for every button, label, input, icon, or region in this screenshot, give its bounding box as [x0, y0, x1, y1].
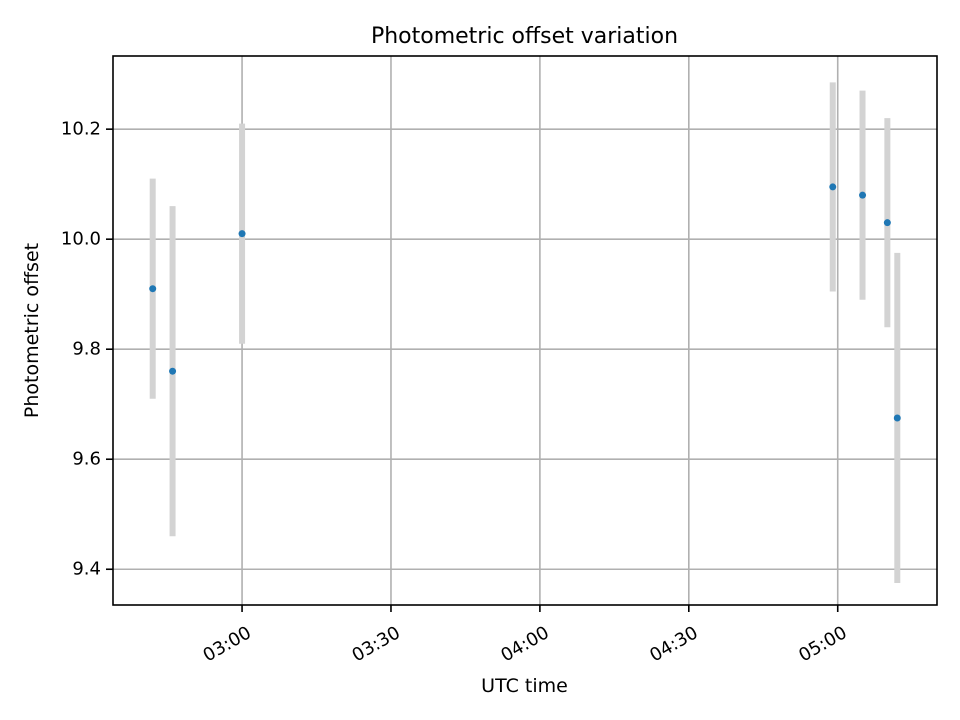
- x-tick-label: 03:30: [348, 622, 403, 666]
- data-point: [829, 183, 837, 191]
- data-points: [149, 183, 901, 422]
- chart-title: Photometric offset variation: [371, 24, 678, 49]
- y-axis-label: Photometric offset: [21, 243, 43, 418]
- x-axis-label: UTC time: [481, 675, 568, 697]
- data-point: [893, 414, 901, 422]
- error-bars: [149, 82, 901, 583]
- x-tick-label: 04:30: [646, 622, 701, 666]
- x-tick-label: 03:00: [200, 622, 255, 666]
- axis-ticks: 03:00 03:30 04:00 04:30 05:00 9.4 9.6 9.8 10.0 10…: [61, 119, 851, 667]
- y-tick-label: 9.8: [72, 339, 101, 360]
- grid: [113, 56, 937, 605]
- data-point: [169, 367, 177, 375]
- y-tick-label: 10.0: [61, 229, 101, 250]
- data-point: [149, 285, 157, 293]
- x-tick-label: 05:00: [795, 622, 850, 666]
- x-tick-label: 04:00: [497, 622, 552, 666]
- plot-area: [112, 55, 938, 606]
- data-point: [859, 191, 867, 199]
- data-point: [238, 230, 246, 238]
- y-tick-label: 9.4: [72, 559, 101, 580]
- y-tick-label: 9.6: [72, 449, 101, 470]
- y-tick-label: 10.2: [61, 119, 101, 140]
- data-point: [883, 219, 891, 227]
